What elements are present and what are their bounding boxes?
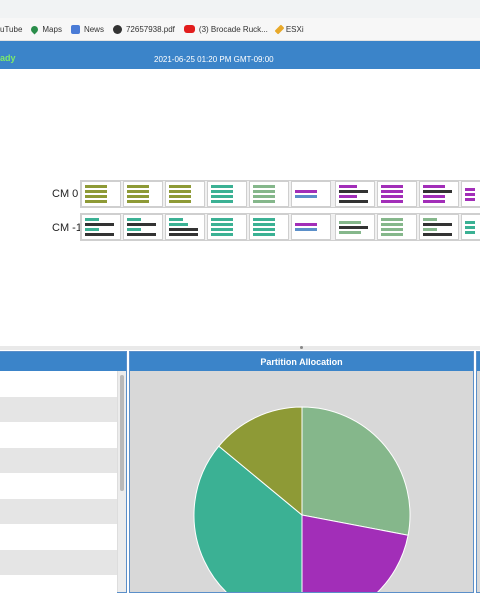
list-item[interactable] (0, 371, 117, 397)
left-panel-header (0, 352, 126, 371)
slot[interactable] (419, 214, 459, 240)
status-text: ady (0, 53, 16, 63)
slot[interactable] (207, 214, 247, 240)
list-item[interactable] (0, 447, 117, 473)
slot[interactable] (335, 214, 375, 240)
app-header: ady 2021-06-25 01:20 PM GMT-09:00 (0, 41, 480, 69)
bookmark-pdf[interactable]: 72657938.pdf (112, 24, 175, 34)
list-item[interactable] (0, 549, 117, 575)
bookmarks-bar: uTube Maps News 72657938.pdf (3) Brocade… (0, 18, 480, 41)
slot[interactable] (335, 181, 375, 207)
slot[interactable] (207, 181, 247, 207)
cm-1-slot-row (80, 213, 480, 241)
cm0-label: CM 0 (52, 188, 79, 200)
slot[interactable] (291, 214, 331, 240)
slot[interactable] (165, 181, 205, 207)
slot[interactable] (123, 214, 163, 240)
browser-top-strip (0, 0, 480, 18)
scroll-thumb[interactable] (120, 375, 124, 491)
bookmark-youtube[interactable]: uTube (0, 25, 22, 34)
list-item[interactable] (0, 422, 117, 448)
list-item[interactable] (0, 473, 117, 499)
cm0-slot-row (80, 180, 480, 208)
slot[interactable] (81, 181, 121, 207)
list-scrollbar[interactable] (117, 371, 126, 592)
slot[interactable] (419, 181, 459, 207)
slot[interactable] (377, 181, 417, 207)
splitter-handle[interactable] (0, 346, 480, 350)
splitter-grip-icon (300, 346, 303, 349)
bookmark-maps[interactable]: Maps (29, 24, 62, 34)
pie-slice-0[interactable] (301, 406, 411, 536)
bookmark-news[interactable]: News (70, 24, 104, 34)
header-datetime: 2021-06-25 01:20 PM GMT-09:00 (154, 55, 274, 64)
bookmark-label: Maps (42, 24, 62, 34)
slot[interactable] (291, 181, 331, 207)
list-item[interactable] (0, 396, 117, 422)
slot[interactable] (377, 214, 417, 240)
bookmark-label: uTube (0, 24, 23, 34)
youtube-icon (183, 25, 195, 33)
slot[interactable] (461, 214, 480, 240)
left-panel (0, 351, 127, 601)
right-panel (476, 351, 480, 593)
slot[interactable] (123, 181, 163, 207)
slot[interactable] (249, 181, 289, 207)
pie-slice-2[interactable] (193, 445, 303, 592)
bookmark-brocade[interactable]: (3) Brocade Ruck... (183, 24, 268, 34)
news-icon (70, 24, 80, 34)
list-item[interactable] (0, 498, 117, 524)
pencil-icon (274, 24, 285, 34)
pie-slice-3[interactable] (218, 406, 303, 517)
slot[interactable] (249, 214, 289, 240)
bookmark-label: ESXi (285, 24, 304, 34)
slot[interactable] (461, 181, 480, 207)
globe-icon (112, 24, 122, 34)
slot[interactable] (165, 214, 205, 240)
pie-slice-1[interactable] (301, 514, 409, 592)
bookmark-label: News (83, 24, 104, 34)
bookmark-esxi[interactable]: ESXi (274, 24, 304, 34)
right-panel-header (477, 352, 480, 371)
partition-pie-chart (193, 406, 411, 592)
partition-allocation-panel: Partition Allocation (129, 351, 474, 593)
list-item[interactable] (0, 575, 117, 601)
list-item[interactable] (0, 524, 117, 550)
bookmark-label: 72657938.pdf (125, 24, 175, 34)
cm-1-label: CM -1 (52, 222, 82, 234)
bookmark-label: (3) Brocade Ruck... (198, 24, 268, 34)
slot[interactable] (81, 214, 121, 240)
left-list (0, 371, 117, 601)
partition-panel-title: Partition Allocation (130, 352, 473, 371)
maps-pin-icon (29, 24, 40, 34)
